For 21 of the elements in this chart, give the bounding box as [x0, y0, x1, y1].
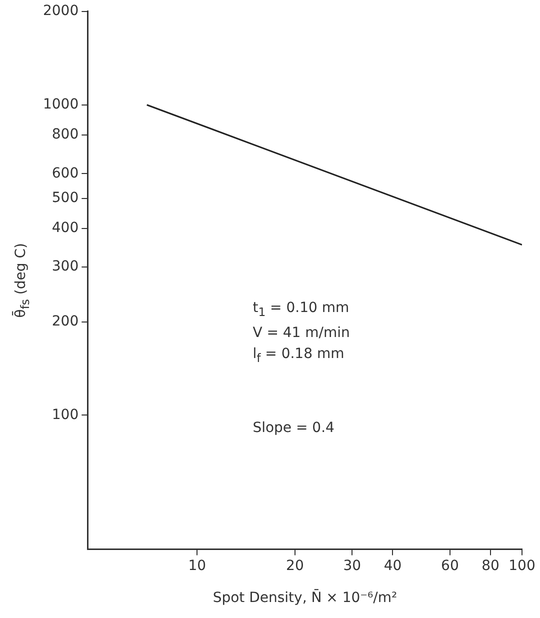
x-tick-label: 30	[343, 558, 362, 574]
y-tick-label: 100	[52, 406, 79, 423]
y-tick-label: 300	[52, 258, 79, 275]
x-axis-title: Spot Density, N̄ × 10⁻⁶/m²	[212, 590, 398, 606]
x-tick-label: 10	[188, 558, 206, 574]
y-tick-label: 500	[52, 190, 79, 206]
y-tick-label: 600	[52, 165, 79, 182]
x-tick-label: 60	[441, 558, 459, 574]
x-tick-label: 20	[286, 558, 304, 574]
y-tick-label: 1000	[42, 96, 79, 112]
annotation: t$_{1}$ = 0.10 mm	[252, 300, 350, 320]
y-tick-label: 2000	[42, 3, 79, 20]
x-tick-label: 80	[482, 558, 500, 574]
x-tick-label: 100	[508, 558, 536, 574]
x-tick-label: 40	[384, 558, 402, 574]
y-tick-label: 800	[52, 126, 79, 143]
y-tick-label: 400	[52, 220, 79, 236]
y-tick-label: 200	[52, 313, 79, 330]
annotation: Slope = 0.4	[252, 420, 334, 436]
annotation: l$_{f}$ = 0.18 mm	[252, 346, 344, 366]
annotation: V = 41 m/min	[252, 324, 350, 341]
